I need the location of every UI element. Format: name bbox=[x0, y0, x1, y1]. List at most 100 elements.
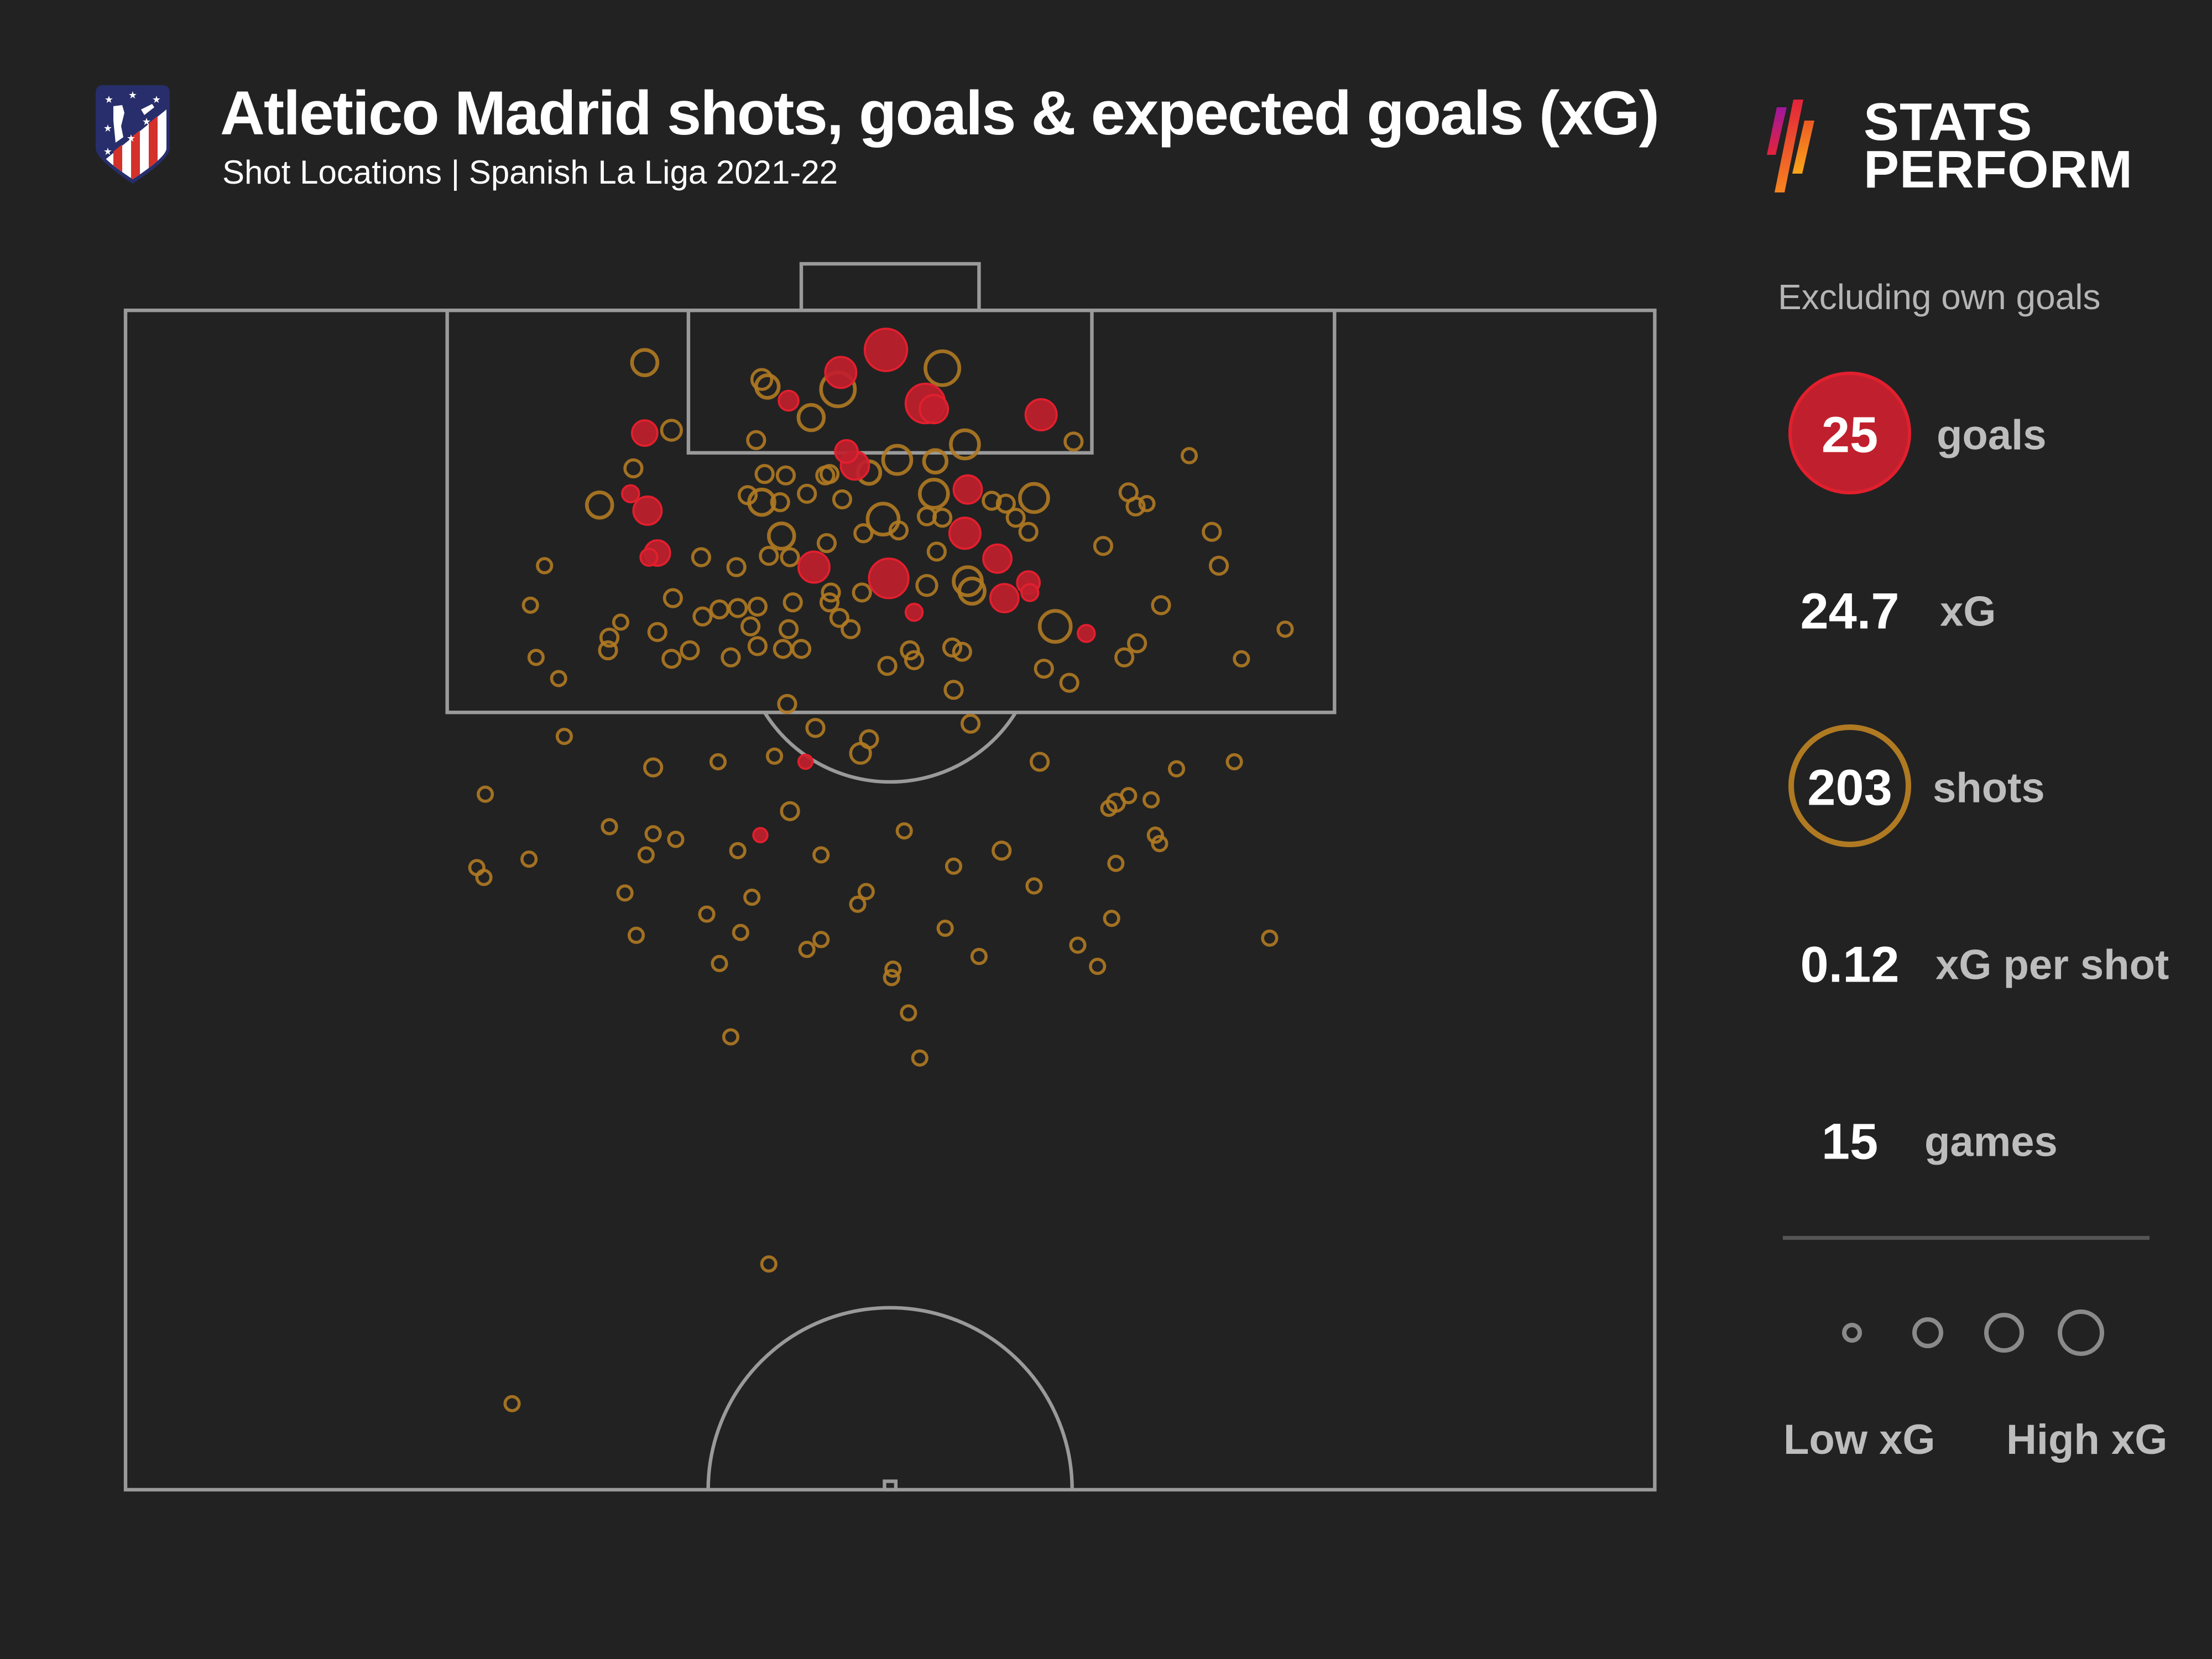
svg-text:★: ★ bbox=[142, 116, 151, 127]
shot-marker bbox=[922, 448, 949, 474]
shot-marker bbox=[1089, 957, 1107, 975]
shot-marker bbox=[623, 458, 644, 479]
shot-marker bbox=[709, 599, 730, 620]
shot-marker bbox=[1202, 521, 1222, 542]
center-circle bbox=[706, 1306, 1074, 1490]
shot-marker bbox=[747, 487, 776, 517]
shot-marker bbox=[1127, 633, 1147, 654]
shot-marker bbox=[924, 349, 962, 387]
legend-circle-xs-icon bbox=[1842, 1323, 1862, 1343]
shot-marker bbox=[747, 596, 768, 617]
shot-marker bbox=[829, 608, 849, 628]
brand-line-2: PERFORM bbox=[1864, 140, 2133, 199]
shot-marker bbox=[527, 649, 545, 666]
shot-marker bbox=[754, 373, 781, 400]
shot-marker bbox=[1138, 495, 1156, 513]
shot-marker bbox=[949, 428, 981, 461]
shot-marker bbox=[754, 464, 775, 484]
legend-circle-l-icon bbox=[2058, 1310, 2104, 1356]
shot-marker bbox=[819, 464, 840, 484]
shot-marker bbox=[1029, 752, 1050, 772]
shot-marker bbox=[832, 489, 853, 510]
goals-value: 25 bbox=[1821, 406, 1879, 463]
shot-marker bbox=[900, 640, 920, 661]
shot-marker bbox=[798, 941, 816, 958]
shot-marker bbox=[970, 948, 988, 966]
shot-marker bbox=[721, 647, 741, 667]
shot-marker bbox=[599, 627, 620, 648]
goal-marker bbox=[868, 557, 910, 599]
shot-marker bbox=[1093, 536, 1114, 556]
shot-marker bbox=[644, 825, 662, 843]
shot-marker bbox=[780, 547, 800, 567]
stats-perform-wordmark: STATS PERFORM bbox=[1864, 96, 2133, 199]
shot-marker bbox=[521, 596, 539, 614]
shot-marker bbox=[662, 588, 683, 608]
shot-marker bbox=[957, 576, 987, 606]
xg-label: xG bbox=[1940, 588, 1996, 635]
shot-marker bbox=[1107, 854, 1125, 872]
goal-marker bbox=[824, 356, 858, 389]
shot-marker bbox=[726, 557, 747, 577]
shot-marker bbox=[722, 1028, 739, 1046]
shot-marker bbox=[1034, 659, 1054, 679]
legend-circle-m-icon bbox=[1984, 1313, 2024, 1353]
games-label: games bbox=[1924, 1118, 2058, 1166]
shot-marker bbox=[915, 574, 938, 597]
shot-marker bbox=[805, 718, 826, 738]
goal-marker bbox=[982, 543, 1013, 574]
svg-text:★: ★ bbox=[105, 94, 113, 105]
shot-marker bbox=[661, 649, 682, 669]
shot-marker bbox=[692, 606, 713, 627]
shot-marker bbox=[1120, 787, 1138, 805]
goal-marker bbox=[621, 484, 640, 504]
shot-marker bbox=[1114, 647, 1135, 667]
shot-markers bbox=[468, 327, 1294, 1412]
shot-marker bbox=[667, 831, 685, 848]
stat-goals: 25 goals bbox=[1786, 372, 2212, 499]
legend-high-label: High xG bbox=[2006, 1416, 2168, 1463]
shot-marker bbox=[1151, 595, 1171, 615]
pitch-lines bbox=[123, 262, 1657, 1492]
shot-marker bbox=[982, 491, 1002, 511]
goal-marker bbox=[778, 389, 800, 412]
shot-marker bbox=[1005, 508, 1026, 528]
shot-marker bbox=[895, 822, 913, 840]
goal-marker bbox=[1020, 583, 1040, 602]
shot-marker bbox=[627, 926, 645, 944]
shot-marker bbox=[616, 884, 634, 902]
shot-marker bbox=[773, 639, 793, 659]
goal-marker bbox=[904, 602, 924, 622]
shot-marker bbox=[503, 1395, 521, 1412]
shot-marker bbox=[1069, 936, 1087, 954]
shot-marker bbox=[849, 742, 872, 765]
goal bbox=[799, 262, 981, 312]
shot-marker bbox=[660, 419, 683, 442]
shot-marker bbox=[1063, 431, 1084, 452]
shot-marker bbox=[1146, 826, 1164, 844]
shot-marker bbox=[942, 637, 963, 658]
shot-marker bbox=[1059, 672, 1079, 693]
shot-marker bbox=[960, 713, 981, 734]
pitch-outline bbox=[123, 309, 1657, 1492]
shot-marker bbox=[637, 846, 655, 864]
goal-marker bbox=[797, 550, 831, 584]
shot-marker bbox=[777, 693, 797, 714]
shot-marker bbox=[1225, 753, 1243, 771]
shot-marker bbox=[601, 818, 618, 836]
shot-marker bbox=[917, 478, 950, 510]
shot-marker bbox=[900, 1004, 917, 1022]
shot-marker bbox=[732, 924, 749, 941]
shot-marker bbox=[691, 547, 711, 567]
shot-marker bbox=[598, 640, 618, 661]
page-title: Atletico Madrid shots, goals & expected … bbox=[220, 79, 1660, 148]
shot-marker bbox=[877, 655, 898, 676]
goal-marker bbox=[989, 583, 1020, 614]
shot-marker bbox=[1276, 620, 1294, 638]
stat-xg-per-shot: 0.12 xG per shot bbox=[1786, 901, 2212, 1029]
goal-marker bbox=[1077, 624, 1096, 643]
shot-marker bbox=[883, 969, 900, 987]
goal-badge-icon bbox=[1788, 372, 1911, 494]
svg-text:★: ★ bbox=[127, 133, 135, 144]
shot-marker bbox=[881, 444, 914, 476]
